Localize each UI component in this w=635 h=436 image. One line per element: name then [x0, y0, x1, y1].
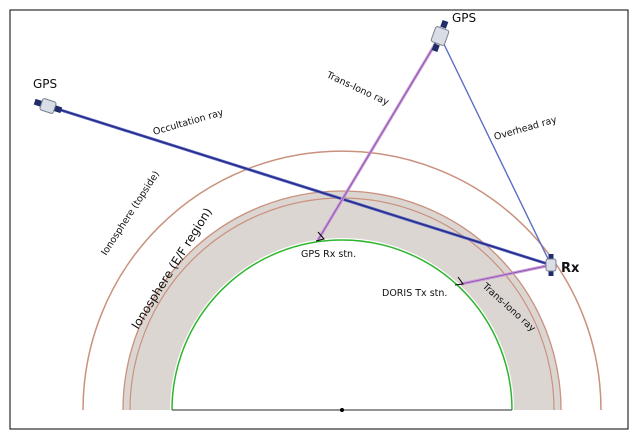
- gps-top-label: GPS: [452, 11, 476, 25]
- doris-tx-station-label: DORIS Tx stn.: [382, 288, 447, 299]
- gps-rx-station-marker: [315, 231, 325, 242]
- diagram-frame: [9, 9, 629, 430]
- ionosphere-topside-arc: [82, 150, 602, 411]
- satellite-icon: [33, 98, 63, 114]
- trans-iono-ray-lower-core: [460, 264, 552, 285]
- satellite-icon: [430, 19, 450, 53]
- gps-rx-station-label: GPS Rx stn.: [301, 249, 356, 260]
- overhead-ray: [439, 35, 552, 266]
- earth-center-dot: [340, 408, 344, 412]
- occultation-ray-core: [47, 105, 552, 266]
- gps-left-label: GPS: [33, 77, 57, 91]
- occultation-ray-label: Occultation ray: [152, 107, 225, 138]
- doris-tx-station-marker: [454, 276, 464, 286]
- overhead-ray-label: Overhead ray: [493, 114, 559, 143]
- receiver-icon: [545, 254, 557, 276]
- ionosphere-topside-label: Ionosphere (topside): [99, 169, 162, 257]
- ionosphere-ef-band: [123, 191, 561, 410]
- trans-iono-ray-upper-core: [317, 35, 441, 241]
- trans-iono-ray-upper-label: Trans-Iono ray: [324, 69, 391, 108]
- rx-label: Rx: [561, 261, 580, 276]
- ionosphere-ef-outer-edge: [122, 190, 562, 411]
- earth-surface-arc: [171, 239, 513, 411]
